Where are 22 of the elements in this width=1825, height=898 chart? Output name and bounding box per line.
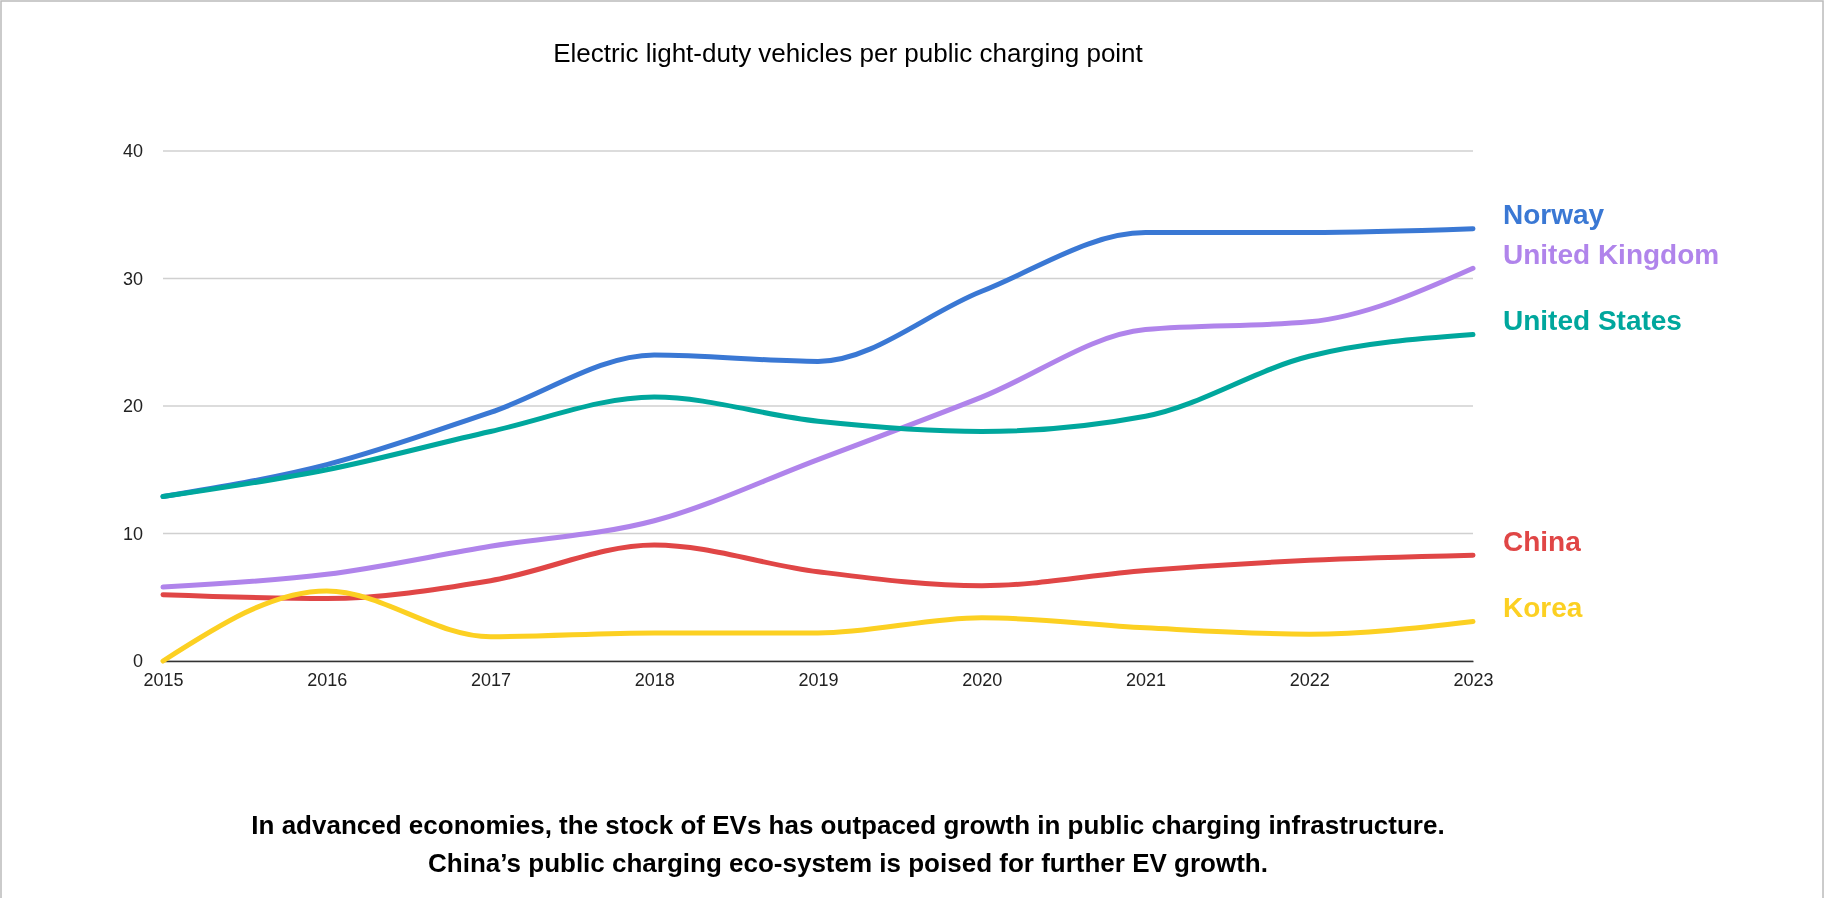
x-tick-label: 2019 (798, 669, 839, 690)
x-tick-label: 2021 (1125, 669, 1167, 690)
x-tick-label: 2022 (1289, 669, 1330, 690)
x-tick-label: 2017 (470, 669, 512, 690)
y-tick-label: 30 (122, 268, 143, 289)
series-label: China (1503, 525, 1582, 557)
y-tick-label: 20 (122, 396, 143, 417)
series-label: United States (1503, 304, 1682, 336)
series-label: Korea (1503, 591, 1583, 623)
y-tick-label: 10 (122, 523, 143, 544)
x-tick-label: 2023 (1453, 669, 1494, 690)
chart-title: Electric light-duty vehicles per public charging point (553, 38, 1144, 68)
series-label: Norway (1503, 199, 1605, 231)
y-tick-label: 40 (122, 141, 143, 162)
text: In advanced economies, the stock of EVs has outpaced growth in public charging infrastructure. (251, 810, 1445, 840)
x-tick-label: 2018 (634, 669, 675, 690)
series-label: United Kingdom (1503, 238, 1720, 270)
text: China’s public charging eco-system is poised for further EV growth. (428, 848, 1268, 878)
x-tick-label: 2016 (307, 669, 348, 690)
x-tick-label: 2015 (143, 669, 184, 690)
y-tick-label: 0 (132, 651, 143, 672)
x-tick-label: 2020 (962, 669, 1003, 690)
